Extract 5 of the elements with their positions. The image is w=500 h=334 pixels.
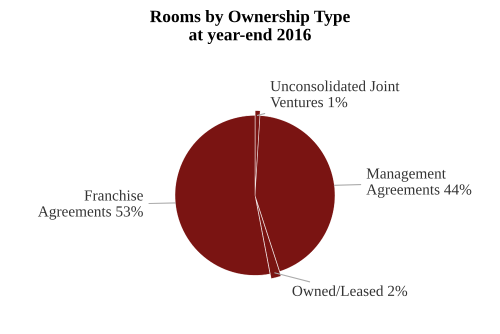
slice-label: Management Agreements 44% <box>366 168 472 198</box>
slice-label: Owned/Leased 2% <box>292 285 408 296</box>
chart-title: Rooms by Ownership Type at year-end 2016 <box>150 10 350 44</box>
slice-label: Franchise Agreements 53% <box>38 190 143 220</box>
slice-label: Unconsolidated Joint Ventures 1% <box>270 80 400 108</box>
